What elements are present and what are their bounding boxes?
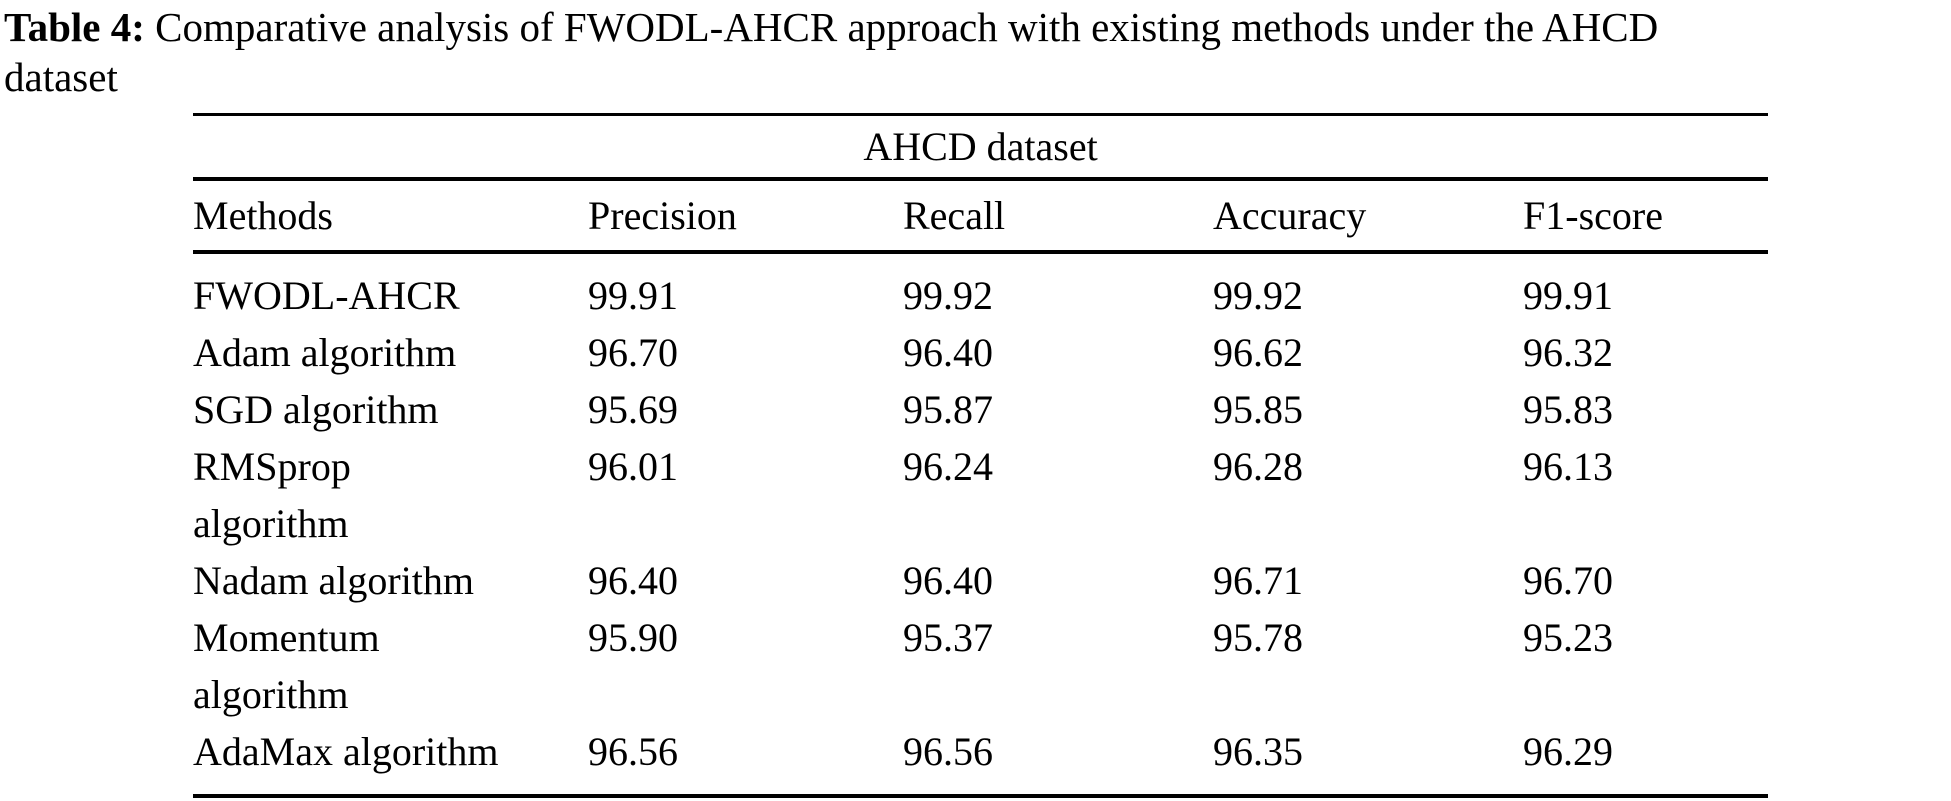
accuracy-cell: 95.78 <box>1213 614 1303 660</box>
table-row: RMSprop algorithm 96.01 96.24 96.28 96.1… <box>193 438 1768 552</box>
precision-cell: 95.69 <box>588 386 678 432</box>
span-header-row: AHCD dataset <box>193 114 1769 181</box>
column-header-precision: Precision <box>588 178 903 254</box>
precision-cell: 96.56 <box>588 728 678 774</box>
recall-cell: 96.56 <box>903 728 993 774</box>
f1-cell: 96.13 <box>1523 443 1613 489</box>
precision-cell: 96.40 <box>588 557 678 603</box>
f1-cell: 96.29 <box>1523 728 1613 774</box>
column-header-recall: Recall <box>903 178 1213 254</box>
column-header-accuracy: Accuracy <box>1213 178 1523 254</box>
accuracy-cell: 96.62 <box>1213 329 1303 375</box>
caption-text-line2: dataset <box>4 54 118 100</box>
precision-cell: 96.01 <box>588 443 678 489</box>
column-header-methods: Methods <box>193 178 588 254</box>
method-cell: Momentum algorithm <box>193 614 380 717</box>
f1-cell: 96.70 <box>1523 557 1613 603</box>
method-cell: RMSprop algorithm <box>193 443 351 546</box>
accuracy-cell: 95.85 <box>1213 386 1303 432</box>
column-header-row: Methods Precision Recall Accuracy F1-sco… <box>193 178 1769 254</box>
column-header-f1: F1-score <box>1523 178 1769 254</box>
recall-cell: 96.24 <box>903 443 993 489</box>
table-row: AdaMax algorithm 96.56 96.56 96.35 96.29 <box>193 723 1768 796</box>
accuracy-cell: 96.28 <box>1213 443 1303 489</box>
table-row: FWODL-AHCR 99.91 99.92 99.92 99.91 <box>193 252 1768 324</box>
f1-cell: 95.83 <box>1523 386 1613 432</box>
table-row: Adam algorithm 96.70 96.40 96.62 96.32 <box>193 324 1768 381</box>
table-caption: Table 4: Comparative analysis of FWODL-A… <box>0 2 1951 102</box>
method-cell: SGD algorithm <box>193 386 439 432</box>
method-cell: AdaMax algorithm <box>193 728 499 774</box>
f1-cell: 99.91 <box>1523 272 1613 318</box>
results-table: AHCD dataset Methods Precision Recall Ac… <box>193 113 1769 798</box>
accuracy-cell: 99.92 <box>1213 272 1303 318</box>
table-row: Momentum algorithm 95.90 95.37 95.78 95.… <box>193 609 1768 723</box>
accuracy-cell: 96.71 <box>1213 557 1303 603</box>
f1-cell: 96.32 <box>1523 329 1613 375</box>
method-cell: FWODL-AHCR <box>193 272 460 318</box>
method-cell: Nadam algorithm <box>193 557 475 603</box>
recall-cell: 99.92 <box>903 272 993 318</box>
method-cell: Adam algorithm <box>193 329 457 375</box>
precision-cell: 96.70 <box>588 329 678 375</box>
recall-cell: 95.37 <box>903 614 993 660</box>
caption-label: Table 4: <box>4 4 145 50</box>
table-row: Nadam algorithm 96.40 96.40 96.71 96.70 <box>193 552 1768 609</box>
precision-cell: 99.91 <box>588 272 678 318</box>
table-row: SGD algorithm 95.69 95.87 95.85 95.83 <box>193 381 1768 438</box>
recall-cell: 96.40 <box>903 557 993 603</box>
span-header-cell: AHCD dataset <box>193 114 1769 181</box>
recall-cell: 96.40 <box>903 329 993 375</box>
precision-cell: 95.90 <box>588 614 678 660</box>
caption-text-line1: Comparative analysis of FWODL-AHCR appro… <box>144 4 1659 50</box>
recall-cell: 95.87 <box>903 386 993 432</box>
accuracy-cell: 96.35 <box>1213 728 1303 774</box>
f1-cell: 95.23 <box>1523 614 1613 660</box>
